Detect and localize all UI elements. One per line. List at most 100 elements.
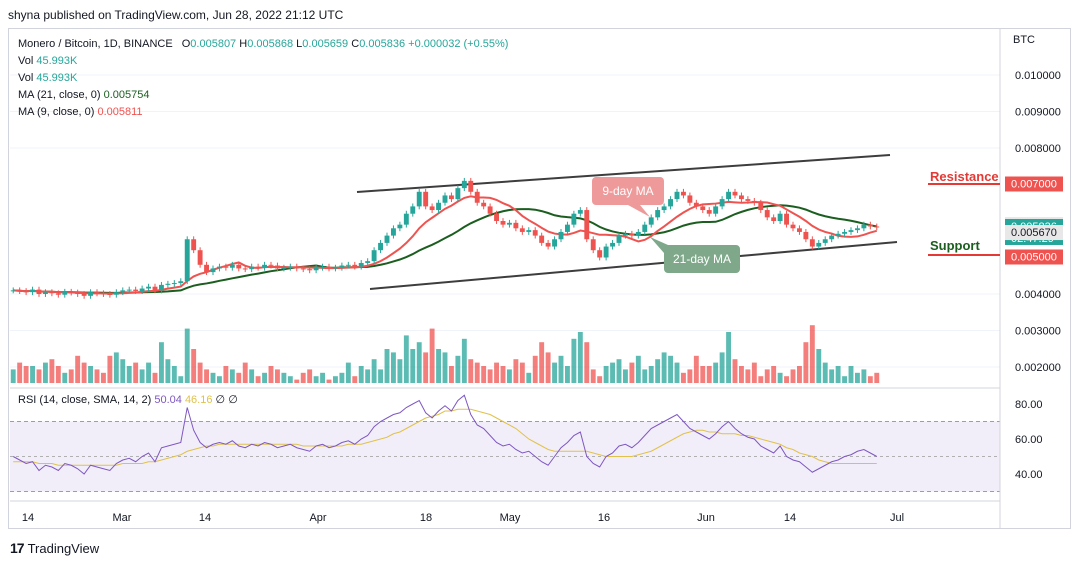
volume-bar <box>771 366 777 383</box>
volume-bar <box>854 372 860 383</box>
volume-bar <box>49 359 55 383</box>
volume-bar <box>36 369 42 383</box>
volume-bar <box>55 366 61 383</box>
time-tick-label: 14 <box>22 512 34 524</box>
candle-body <box>745 199 751 201</box>
candle-body <box>255 266 261 268</box>
volume-bar <box>867 376 873 383</box>
volume-bar <box>796 366 802 383</box>
volume-bar <box>429 328 435 383</box>
candle-body <box>294 266 300 269</box>
volume-bar <box>339 372 345 383</box>
candle-body <box>777 213 783 221</box>
volume-bar <box>822 362 828 383</box>
volume-bar <box>809 325 815 383</box>
candle-body <box>236 264 242 269</box>
candle-body <box>126 289 132 291</box>
candle-body <box>62 291 68 295</box>
volume-bar <box>165 359 171 383</box>
volume-bar <box>139 369 145 383</box>
legend-symbol: Monero / Bitcoin, 1D, BINANCE <box>18 38 173 50</box>
volume-bar <box>635 355 641 383</box>
volume-bar <box>81 362 87 383</box>
legend-o: 0.005807 <box>190 38 237 50</box>
volume-bar <box>191 349 197 383</box>
candle-body <box>803 231 809 240</box>
candle-body <box>448 195 454 200</box>
brand-text: TradingView <box>27 540 100 556</box>
candle-body <box>706 210 712 214</box>
volume-bar <box>442 352 448 383</box>
volume-bar <box>178 376 184 383</box>
volume-bar <box>197 362 203 383</box>
price-tick-label: 0.008000 <box>1015 143 1061 155</box>
volume-bar <box>152 372 158 383</box>
legend-h-label: H <box>239 38 248 50</box>
volume-bar <box>642 369 648 383</box>
candle-body <box>455 188 461 200</box>
volume-bar <box>629 362 635 383</box>
volume-bar <box>358 366 364 383</box>
candle-body <box>378 242 384 251</box>
volume-bar <box>719 352 725 383</box>
legend-c: 0.005836 <box>359 38 406 50</box>
volume-bar <box>706 366 712 383</box>
candle-body <box>249 266 255 270</box>
candle-body <box>771 217 777 221</box>
volume-bar <box>545 352 551 383</box>
candle-body <box>262 264 268 268</box>
candle-body <box>713 206 719 214</box>
rsi-value: 50.04 <box>154 394 182 406</box>
volume-bar <box>693 355 699 383</box>
rsi-x1: ∅ <box>215 394 226 406</box>
ma21-polyline <box>13 204 877 294</box>
candle-body <box>513 222 519 229</box>
price-tick-label: 0.003000 <box>1015 326 1061 338</box>
candle-body <box>191 239 197 251</box>
volume-bar <box>468 359 474 383</box>
ma21-label: MA (21, close, 0) <box>18 89 101 101</box>
candle-body <box>738 195 744 200</box>
candle-body <box>204 264 210 273</box>
ma21-callout-text: 21-day MA <box>673 252 731 266</box>
volume-bars <box>10 325 880 383</box>
volume-bar <box>751 362 757 383</box>
publish-info: shyna published on TradingView.com, Jun … <box>8 8 344 22</box>
ma9-callout <box>592 177 664 217</box>
volume-bar <box>100 372 106 383</box>
volume-bar <box>397 359 403 383</box>
volume-bar <box>113 352 119 383</box>
candle-body <box>158 284 164 291</box>
footer-brand[interactable]: 17 TradingView <box>10 540 99 556</box>
candle-body <box>751 200 757 203</box>
price-marker-label: 0.005000 <box>1011 252 1057 264</box>
volume-bar <box>700 366 706 383</box>
volume-bar <box>494 362 500 383</box>
candle-body <box>416 191 422 207</box>
candle-body <box>674 191 680 200</box>
candle-body <box>139 288 145 292</box>
candle-body <box>268 264 274 266</box>
candle-body <box>642 224 648 232</box>
candle-body <box>320 266 326 268</box>
volume-bar <box>622 369 628 383</box>
candle-body <box>210 268 216 273</box>
annotations: Resistance Support 9-day MA 21-day MA <box>592 169 1000 273</box>
volume-bar <box>75 355 81 383</box>
candle-body <box>390 228 396 236</box>
legend-change: +0.000032 (+0.55%) <box>408 38 509 50</box>
candle-body <box>287 266 293 268</box>
volume-bar <box>307 369 313 383</box>
candle-body <box>494 213 500 221</box>
volume-bar <box>410 349 416 383</box>
volume-bar <box>300 372 306 383</box>
time-tick-label: Jul <box>890 512 904 524</box>
rsi-sma-value: 46.16 <box>184 394 213 406</box>
candle-body <box>726 191 732 200</box>
volume-bar <box>616 359 622 383</box>
candle-body <box>700 206 706 211</box>
candle-body <box>680 191 686 196</box>
price-marker-bg <box>1005 225 1063 241</box>
volume-bar <box>661 352 667 383</box>
